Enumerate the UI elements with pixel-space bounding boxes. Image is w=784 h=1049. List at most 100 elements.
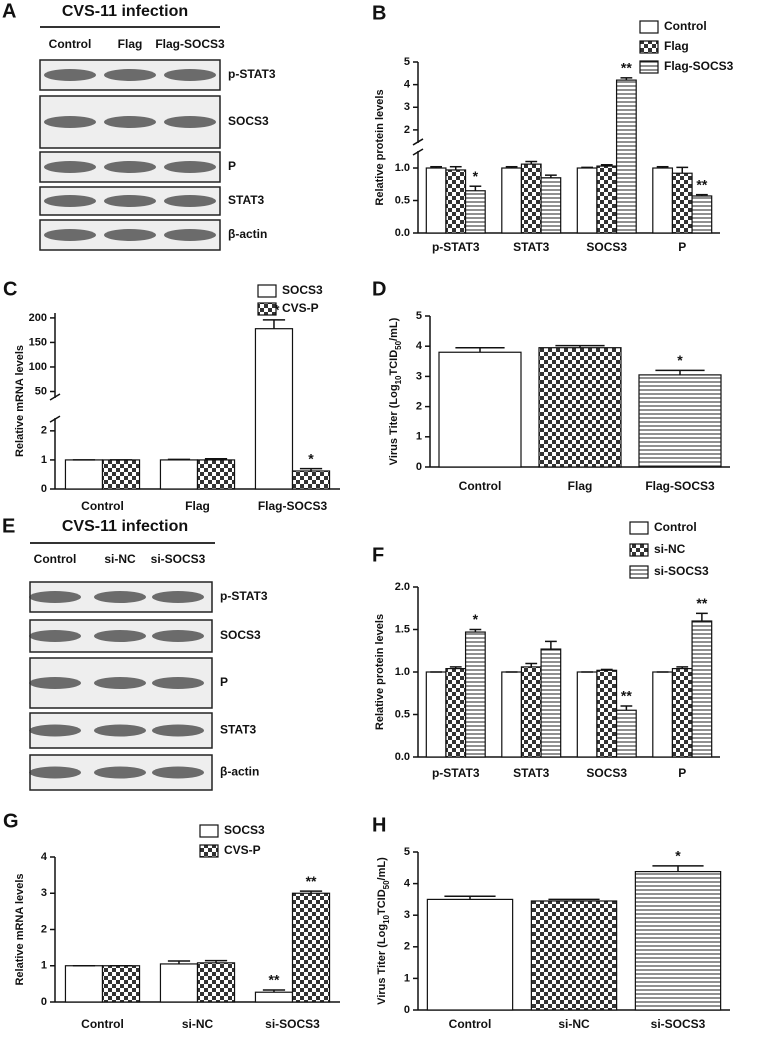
bar	[652, 167, 674, 234]
x-tick-label: Flag-SOCS3	[258, 499, 328, 513]
panel-letter: C	[3, 278, 17, 300]
y-axis-label-part: /mL)	[388, 317, 400, 341]
y-tick-label: 3	[416, 370, 422, 382]
bar	[501, 167, 523, 234]
x-tick-label: P	[678, 766, 686, 780]
x-tick-label: si-SOCS3	[651, 1017, 706, 1031]
y-tick-label: 5	[404, 846, 410, 858]
y-tick-label: 200	[29, 312, 47, 324]
legend-swatch	[639, 20, 659, 34]
band	[164, 195, 216, 207]
y-tick-label: 5	[404, 56, 410, 68]
row-label: SOCS3	[228, 114, 269, 128]
legend-swatch	[257, 284, 277, 298]
band	[152, 724, 204, 737]
band	[29, 630, 81, 642]
y-tick-label: 1.0	[395, 162, 410, 174]
bar	[159, 459, 199, 490]
panel-letter: H	[372, 814, 386, 836]
y-tick-label: 1.5	[395, 623, 410, 635]
bar	[101, 459, 141, 490]
bar	[159, 963, 199, 1003]
y-axis-label: Virus Titer (Log10TCID50/mL)	[388, 317, 403, 465]
band	[152, 591, 204, 603]
y-tick-label: 2	[41, 425, 47, 437]
y-tick-label: 2	[416, 401, 422, 413]
y-tick-label: 0.5	[395, 194, 410, 206]
row-label: p-STAT3	[220, 589, 268, 603]
significance: **	[621, 60, 632, 76]
band	[29, 677, 81, 689]
y-axis-label: Virus Titer (Log10TCID50/mL)	[376, 857, 391, 1005]
row-label: P	[228, 159, 236, 173]
band	[29, 724, 81, 737]
x-tick-label: Flag	[568, 479, 593, 493]
y-tick-label: 50	[35, 385, 47, 397]
y-axis-label-part: Virus Titer (Log	[388, 384, 400, 465]
lane-label: Control	[34, 552, 77, 566]
significance: *	[473, 611, 479, 627]
row-label: p-STAT3	[228, 67, 276, 81]
significance: **	[621, 688, 632, 704]
bar	[291, 470, 331, 490]
bar	[576, 167, 598, 234]
y-tick-label: 0	[41, 483, 47, 495]
y-axis-label: Relative protein levels	[374, 614, 386, 730]
bar	[445, 169, 467, 234]
axis-break	[412, 138, 424, 146]
axis-break	[49, 415, 61, 423]
x-tick-label: Control	[459, 479, 502, 493]
row-label: β-actin	[228, 227, 267, 241]
x-tick-label: SOCS3	[586, 766, 627, 780]
x-tick-label: p-STAT3	[432, 240, 480, 254]
blot-title: CVS-11 infection	[62, 3, 188, 20]
legend-swatch	[257, 302, 277, 316]
x-tick-label: STAT3	[513, 766, 550, 780]
significance: **	[269, 972, 280, 988]
lane-label: Flag-SOCS3	[155, 37, 225, 51]
band	[94, 591, 146, 603]
y-tick-label: 1	[404, 972, 410, 984]
band	[164, 116, 216, 128]
x-tick-label: Flag-SOCS3	[645, 479, 715, 493]
band	[164, 69, 216, 81]
panel-letter: E	[2, 515, 15, 537]
blot-title: CVS-11 infection	[62, 518, 188, 535]
bar	[520, 163, 542, 234]
bar	[426, 898, 514, 1011]
bar	[634, 870, 722, 1011]
y-axis-label: Relative mRNA levels	[14, 345, 26, 457]
bar	[596, 165, 618, 234]
legend-label: Control	[654, 520, 697, 534]
y-tick-label: 1	[41, 960, 47, 972]
bar	[540, 177, 562, 234]
lane-label: Control	[49, 37, 92, 51]
bar	[425, 671, 447, 758]
bar	[501, 671, 523, 758]
legend-label: CVS-P	[224, 843, 261, 857]
band	[152, 766, 204, 779]
y-axis-label: Relative mRNA levels	[14, 873, 26, 985]
y-axis-label-part: 10	[394, 375, 403, 384]
band	[164, 161, 216, 173]
legend-swatch	[629, 543, 649, 557]
x-tick-label: p-STAT3	[432, 766, 480, 780]
x-tick-label: SOCS3	[586, 240, 627, 254]
bar	[438, 351, 522, 468]
y-axis-label-part: /mL)	[376, 857, 388, 881]
legend-swatch	[199, 824, 219, 838]
y-tick-label: 0	[404, 1004, 410, 1016]
y-tick-label: 100	[29, 361, 47, 373]
band	[29, 766, 81, 779]
y-tick-label: 4	[416, 340, 423, 352]
row-label: β-actin	[220, 765, 259, 779]
bar	[671, 667, 693, 758]
legend-swatch	[629, 565, 649, 579]
y-tick-label: 0.0	[395, 227, 410, 239]
band	[94, 724, 146, 737]
band	[104, 161, 156, 173]
x-tick-label: Control	[81, 499, 124, 513]
band	[44, 161, 96, 173]
band	[152, 630, 204, 642]
